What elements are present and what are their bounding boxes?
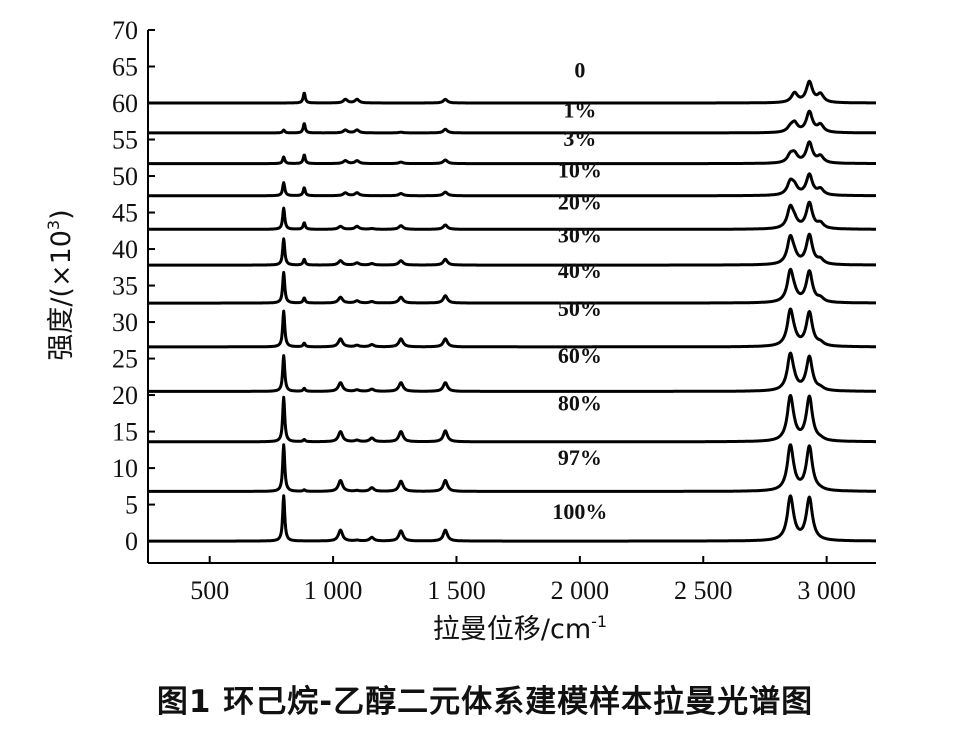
spectrum-line <box>147 494 877 543</box>
raman-spectra-chart: 0 5 10 15 20 25 30 35 40 45 50 55 60 65 70 500 1 000 1 5… <box>44 16 877 645</box>
spectrum-line <box>147 443 877 493</box>
series-label: 0 <box>574 57 585 82</box>
y-tick-label: 60 <box>112 89 138 118</box>
figure-caption: 图1 环己烷-乙醇二元体系建模样本拉曼光谱图 <box>156 684 814 720</box>
spectrum-line <box>147 394 877 444</box>
y-tick-label: 70 <box>112 16 138 45</box>
x-axis: 500 1 000 1 500 2 000 2 500 3 000 <box>190 556 856 605</box>
y-tick-label: 10 <box>112 454 138 483</box>
series-label: 1% <box>563 98 596 123</box>
y-axis-title: 强度/(×103) <box>44 209 77 360</box>
series-label: 60% <box>558 343 602 368</box>
y-tick-label: 0 <box>125 527 138 556</box>
spectrum-line <box>147 79 877 105</box>
y-tick-label: 45 <box>112 199 138 228</box>
y-tick-label: 40 <box>112 235 138 264</box>
spectrum-line <box>147 172 877 198</box>
x-tick-label: 2 000 <box>551 576 610 605</box>
series-label: 80% <box>558 390 602 415</box>
series-label: 40% <box>558 258 602 283</box>
series-label: 50% <box>558 296 602 321</box>
spectrum-line <box>147 109 877 135</box>
y-tick-label: 35 <box>112 272 138 301</box>
chart-frame <box>147 30 876 564</box>
series-label: 3% <box>563 126 596 151</box>
series-label: 20% <box>558 190 602 215</box>
y-tick-label: 20 <box>112 381 138 410</box>
spectrum-line <box>147 307 877 349</box>
x-tick-label: 2 500 <box>674 576 733 605</box>
x-tick-label: 1 000 <box>304 576 363 605</box>
x-tick-label: 1 500 <box>427 576 486 605</box>
series-labels: 0 1% 3% 10% 20% 30% 40% 50% 60% 80% 97% 100% <box>552 57 607 524</box>
y-tick-label: 25 <box>112 345 138 374</box>
spectrum-line <box>147 232 877 267</box>
y-tick-label: 65 <box>112 53 138 82</box>
series-label: 30% <box>558 222 602 247</box>
spectrum-line <box>147 200 877 231</box>
y-tick-label: 15 <box>112 418 138 447</box>
spectrum-line <box>147 267 877 305</box>
x-tick-label: 500 <box>190 576 229 605</box>
spectrum-line <box>147 351 877 393</box>
x-axis-title: 拉曼位移/cm-1 <box>433 612 607 645</box>
x-tick-label: 3 000 <box>797 576 856 605</box>
y-tick-label: 30 <box>112 308 138 337</box>
series-label: 97% <box>558 445 602 470</box>
y-tick-label: 5 <box>125 491 138 520</box>
y-tick-label: 50 <box>112 162 138 191</box>
y-tick-label: 55 <box>112 126 138 155</box>
y-axis: 0 5 10 15 20 25 30 35 40 45 50 55 60 65 70 <box>112 16 155 556</box>
series-label: 10% <box>558 157 602 182</box>
spectrum-line <box>147 140 877 166</box>
spectra-series <box>147 79 877 543</box>
series-label: 100% <box>552 499 607 524</box>
